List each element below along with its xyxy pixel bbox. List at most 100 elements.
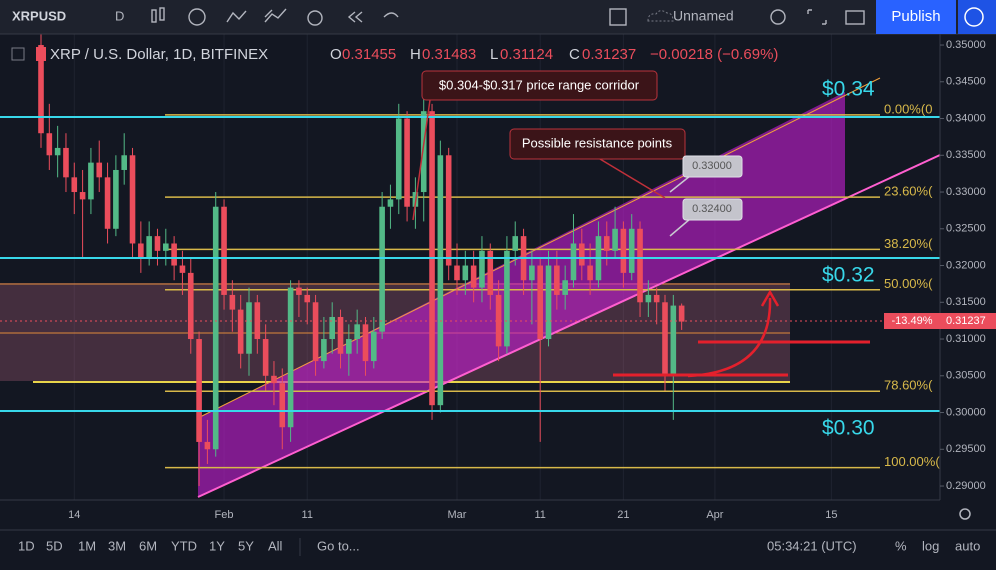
- candle-body: [246, 302, 252, 354]
- candle-body: [229, 294, 236, 310]
- candle-body: [329, 316, 335, 340]
- change-tag: [884, 313, 940, 329]
- candle-body: [321, 339, 327, 362]
- settings-icon[interactable]: [959, 508, 971, 520]
- y-tick-label: 0.34000: [946, 112, 986, 124]
- symbol-description: XRP / U.S. Dollar, 1D, BITFINEX: [50, 46, 268, 63]
- price-label: $0.32: [822, 264, 875, 287]
- range-button[interactable]: 3M: [108, 538, 126, 553]
- clock: 05:34:21 (UTC): [767, 538, 857, 553]
- goto-button[interactable]: Go to...: [317, 538, 360, 553]
- candle-body: [379, 206, 385, 332]
- fullscreen-icon[interactable]: [807, 9, 827, 25]
- candle-body: [262, 339, 269, 376]
- ohlc-value: 0.31483: [422, 46, 476, 63]
- candle-body: [179, 265, 186, 273]
- undo-icon[interactable]: [383, 12, 399, 18]
- candle-body: [271, 375, 277, 384]
- candle-body: [146, 236, 152, 259]
- snapshot-icon[interactable]: [845, 10, 865, 25]
- candle-body: [63, 147, 69, 178]
- candle-body: [512, 236, 519, 251]
- candle-body: [312, 302, 319, 362]
- interval-button[interactable]: D: [115, 8, 124, 23]
- callout-text: $0.304-$0.317 price range corridor: [439, 77, 640, 92]
- point-label: [682, 155, 743, 178]
- bottom-controls: 1D 5D 1M 3M 6M YTD 1Y 5Y All Go to... 05:34:21 (UT…: [18, 538, 980, 556]
- candle-body: [304, 294, 311, 303]
- scale-option[interactable]: %: [895, 538, 907, 553]
- fib-label: 38.20%(: [884, 236, 933, 251]
- candle-body: [129, 155, 136, 244]
- replay-icon[interactable]: [347, 11, 363, 23]
- stream-icon[interactable]: [964, 7, 984, 27]
- expand-icon[interactable]: [11, 47, 25, 61]
- scale-option[interactable]: log: [922, 538, 939, 553]
- fibonacci: 0.00%(0 23.60%(38.20%(50.00%(78.60%(100.0…: [165, 101, 940, 469]
- candle-body: [628, 228, 635, 273]
- price-axis: [940, 34, 996, 500]
- layout-icon[interactable]: [609, 8, 627, 26]
- chart-type-icon[interactable]: [159, 7, 165, 21]
- candle-body: [562, 280, 568, 295]
- range-button[interactable]: 6M: [139, 538, 157, 553]
- point-line: [669, 175, 691, 193]
- publish-text[interactable]: Publish: [891, 8, 940, 25]
- symbol-button[interactable]: XRPUSD: [12, 8, 66, 23]
- candle-body: [38, 45, 44, 134]
- candle-body: [88, 162, 94, 200]
- candle-body: [645, 294, 652, 303]
- candle-body: [462, 265, 469, 281]
- candle-body: [387, 199, 394, 207]
- publish-button[interactable]: [876, 0, 956, 34]
- candle-body: [254, 302, 261, 340]
- stream-button[interactable]: [958, 0, 996, 34]
- candle-body: [395, 118, 402, 200]
- candle-body: [46, 133, 53, 156]
- candle-body: [545, 265, 552, 340]
- toolbar: [0, 0, 996, 34]
- candle-body: [445, 155, 452, 266]
- range-button[interactable]: All: [268, 538, 283, 553]
- candle-body: [454, 265, 460, 281]
- compare-icon[interactable]: [226, 10, 247, 23]
- settings-icon[interactable]: [770, 9, 786, 25]
- candle-body: [96, 162, 103, 178]
- candle-body: [171, 243, 177, 266]
- candle-body: [337, 316, 344, 354]
- callout-text: Possible resistance points: [522, 135, 673, 150]
- range-button[interactable]: 5D: [46, 538, 63, 553]
- candle-body: [354, 324, 360, 340]
- candle-body: [404, 118, 410, 207]
- y-tick-label: 0.35000: [946, 39, 986, 51]
- indicators-icon[interactable]: [188, 8, 206, 26]
- candles: [38, 30, 685, 487]
- y-tick-label: 0.29000: [946, 480, 986, 492]
- candle-body: [287, 287, 294, 428]
- candle-body: [529, 265, 535, 281]
- candle-body: [362, 324, 369, 362]
- fib-label: 50.00%(: [884, 276, 933, 291]
- candle-body: [163, 243, 169, 251]
- x-tick-label: 14: [68, 509, 80, 521]
- fib-label: 78.60%(: [884, 378, 933, 393]
- alert-icon[interactable]: [307, 10, 323, 26]
- candle-body: [346, 339, 352, 354]
- templates-icon[interactable]: [264, 8, 287, 23]
- chart-type-icon[interactable]: [151, 9, 157, 23]
- callout-line: [599, 158, 666, 199]
- range-button[interactable]: 1M: [78, 538, 96, 553]
- range-button[interactable]: 1D: [18, 538, 35, 553]
- candle-body: [138, 243, 144, 259]
- range-button[interactable]: 5Y: [238, 538, 254, 553]
- candle-body: [237, 309, 244, 354]
- candle-body: [554, 265, 560, 295]
- range-button[interactable]: YTD: [171, 538, 197, 553]
- layout-name[interactable]: Unnamed: [673, 8, 734, 24]
- x-tick-label: 21: [617, 509, 629, 521]
- candle-body: [662, 302, 668, 376]
- range-button[interactable]: 1Y: [209, 538, 225, 553]
- candle-body: [420, 111, 427, 193]
- scale-option[interactable]: auto: [955, 538, 980, 553]
